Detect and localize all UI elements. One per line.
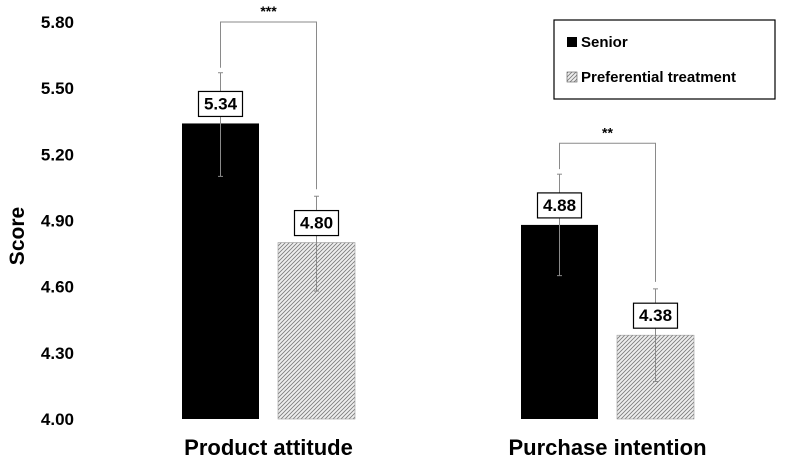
data-label: 4.38 [639,306,672,325]
error-bars [218,72,658,383]
data-label-box [197,90,244,118]
significance-bracket [220,21,317,190]
y-tick-label: 5.50 [41,79,74,98]
bars [182,123,695,420]
y-axis: 4.00 4.30 4.60 4.90 5.20 5.50 5.80 [41,13,74,429]
legend-swatch-preferential-treatment [566,71,578,83]
x-axis-categories: Product attitude Purchase intention [184,435,706,460]
significance-marker: *** [260,3,277,19]
legend-label-preferential-treatment: Preferential treatment [581,69,736,86]
y-axis-label: Score [6,207,29,265]
y-tick-label: 4.60 [41,278,74,297]
legend-box [553,19,776,100]
y-tick-label: 4.30 [41,344,74,363]
y-tick-label: 5.80 [41,13,74,32]
significance-bracket [559,142,656,282]
significance-marker: ** [602,124,613,140]
data-labels: 5.34 4.80 4.88 4.38 [197,90,679,329]
x-category-label: Purchase intention [508,435,706,460]
data-label-box [293,209,340,237]
legend-swatch-senior [567,37,577,47]
y-tick-label: 5.20 [41,145,74,164]
data-label: 5.34 [204,94,238,113]
y-tick-label: 4.00 [41,410,74,429]
data-label-box [536,192,583,219]
significance-brackets: ***** [220,3,656,282]
y-tick-label: 4.90 [41,212,74,231]
data-label-box [632,302,679,329]
legend-label-senior: Senior [581,34,628,51]
data-label: 4.88 [543,196,576,215]
data-label: 4.80 [300,214,333,233]
x-category-label: Product attitude [184,435,353,460]
legend: Senior Preferential treatment [553,19,776,100]
